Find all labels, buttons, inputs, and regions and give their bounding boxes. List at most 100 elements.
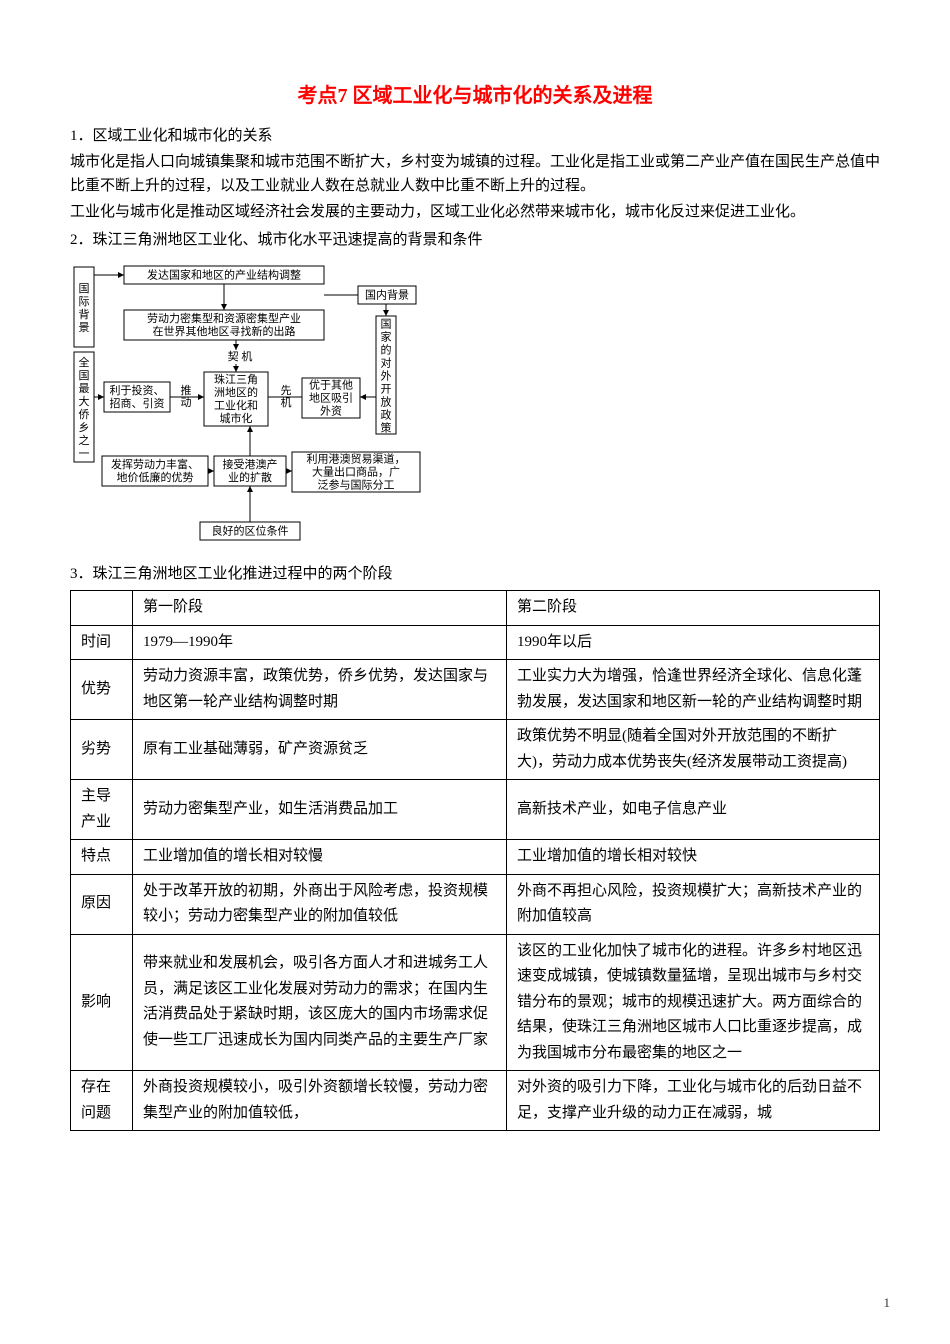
section-1-para-1: 城市化是指人口向城镇集聚和城市范围不断扩大，乡村变为城镇的过程。工业化是指工业或… (70, 150, 880, 198)
svg-text:泛参与国际分工: 泛参与国际分工 (318, 478, 395, 492)
svg-text:大量出口商品，广: 大量出口商品，广 (312, 465, 400, 479)
diagram-node-v_guoji: 国际背景 (74, 267, 94, 347)
table-cell-phase2: 外商不再担心风险，投资规模扩大；高新技术产业的附加值较高 (507, 874, 880, 934)
table-cell-phase1: 1979—1990年 (133, 625, 507, 660)
diagram-node-n_quwei: 良好的区位条件 (200, 522, 300, 540)
svg-text:放: 放 (381, 395, 392, 409)
diagram-node-n_guonei: 国内背景 (358, 286, 416, 304)
table-header-phase1: 第一阶段 (133, 591, 507, 626)
table-rowhead: 优势 (71, 660, 133, 720)
svg-text:劳动力密集型和资源密集型产业: 劳动力密集型和资源密集型产业 (147, 311, 301, 325)
phases-table: 第一阶段第二阶段时间1979—1990年1990年以后优势劳动力资源丰富，政策优… (70, 590, 880, 1131)
table-cell-phase1: 工业增加值的增长相对较慢 (133, 840, 507, 875)
svg-text:际: 际 (79, 295, 90, 308)
diagram-node-n_zhusj: 珠江三角洲地区的工业化和城市化 (204, 372, 268, 426)
diagram-node-n_qiji: 契 机 (228, 349, 253, 363)
diagram-node-n_xianji: 先机 (281, 384, 292, 409)
diagram-node-v_zhengce: 国家的对外开放政策 (376, 316, 396, 435)
svg-text:乡: 乡 (79, 421, 90, 434)
svg-text:工业化和: 工业化和 (214, 398, 258, 412)
diagram-node-n_touzi: 利于投资、招商、引资 (104, 382, 170, 412)
table-header-empty (71, 591, 133, 626)
svg-text:利于投资、: 利于投资、 (110, 383, 165, 397)
svg-text:良好的区位条件: 良好的区位条件 (212, 524, 289, 538)
table-rowhead: 时间 (71, 625, 133, 660)
section-1-para-2: 工业化与城市化是推动区域经济社会发展的主要动力，区域工业化必然带来城市化，城市化… (70, 200, 880, 224)
section-1-heading: 1．区域工业化和城市化的关系 (70, 124, 880, 148)
table-cell-phase1: 劳动力资源丰富，政策优势，侨乡优势，发达国家与地区第一轮产业结构调整时期 (133, 660, 507, 720)
svg-text:利用港澳贸易渠道，: 利用港澳贸易渠道， (307, 452, 406, 466)
svg-text:家: 家 (381, 330, 392, 344)
diagram-node-n_tuidong: 推动 (181, 383, 192, 409)
svg-text:国: 国 (79, 369, 90, 382)
section-3-heading: 3．珠江三角洲地区工业化推进过程中的两个阶段 (70, 562, 880, 586)
table-rowhead: 存在问题 (71, 1071, 133, 1131)
table-rowhead: 影响 (71, 934, 133, 1071)
svg-text:开: 开 (381, 384, 392, 396)
svg-text:地区吸引: 地区吸引 (309, 391, 353, 405)
svg-text:发挥劳动力丰富、: 发挥劳动力丰富、 (111, 457, 199, 471)
svg-text:在世界其他地区寻找新的出路: 在世界其他地区寻找新的出路 (153, 324, 296, 338)
svg-text:外: 外 (381, 370, 392, 383)
diagram-node-n_jieshou: 接受港澳产业的扩散 (214, 456, 286, 486)
page-number: 1 (884, 1293, 891, 1314)
diagram-node-n_youyu: 优于其他地区吸引外资 (302, 378, 360, 418)
table-cell-phase1: 处于改革开放的初期，外商出于风险考虑，投资规模较小；劳动力密集型产业的附加值较低 (133, 874, 507, 934)
table-cell-phase1: 外商投资规模较小，吸引外资额增长较慢，劳动力密集型产业的附加值较低， (133, 1071, 507, 1131)
svg-text:之: 之 (79, 433, 90, 447)
svg-text:珠江三角: 珠江三角 (214, 372, 258, 386)
svg-text:国: 国 (381, 318, 392, 331)
svg-text:策: 策 (381, 421, 392, 435)
table-cell-phase2: 该区的工业化加快了城市化的进程。许多乡村地区迅速变成城镇，使城镇数量猛增，呈现出… (507, 934, 880, 1071)
svg-text:招商、引资: 招商、引资 (110, 396, 165, 410)
svg-text:接受港澳产: 接受港澳产 (223, 457, 278, 471)
table-rowhead: 劣势 (71, 720, 133, 780)
table-cell-phase2: 高新技术产业，如电子信息产业 (507, 780, 880, 840)
diagram-svg: 国际背景全国最大侨乡之一发达国家和地区的产业结构调整劳动力密集型和资源密集型产业… (70, 260, 430, 548)
svg-text:城市化: 城市化 (220, 411, 253, 425)
table-rowhead: 原因 (71, 874, 133, 934)
flow-diagram: 国际背景全国最大侨乡之一发达国家和地区的产业结构调整劳动力密集型和资源密集型产业… (70, 260, 880, 556)
table-rowhead: 特点 (71, 840, 133, 875)
table-cell-phase2: 1990年以后 (507, 625, 880, 660)
svg-text:优于其他: 优于其他 (309, 379, 353, 392)
svg-text:对: 对 (381, 356, 392, 370)
table-cell-phase1: 原有工业基础薄弱，矿产资源贫乏 (133, 720, 507, 780)
svg-text:业的扩散: 业的扩散 (228, 470, 272, 484)
svg-text:先: 先 (281, 384, 292, 397)
svg-text:的: 的 (381, 343, 392, 357)
svg-text:动: 动 (181, 396, 192, 409)
svg-text:侨: 侨 (79, 408, 90, 421)
diagram-node-n_liyong: 利用港澳贸易渠道，大量出口商品，广泛参与国际分工 (292, 452, 420, 493)
svg-text:推: 推 (181, 383, 192, 397)
table-cell-phase2: 对外资的吸引力下降，工业化与城市化的后劲日益不足，支撑产业升级的动力正在减弱，城 (507, 1071, 880, 1131)
svg-text:大: 大 (79, 394, 90, 408)
svg-text:契 机: 契 机 (228, 349, 253, 363)
svg-text:景: 景 (79, 321, 90, 334)
table-rowhead: 主导产业 (71, 780, 133, 840)
svg-text:背: 背 (79, 307, 90, 321)
diagram-node-n_fahui: 发挥劳动力丰富、地价低廉的优势 (102, 456, 208, 486)
table-cell-phase2: 工业增加值的增长相对较快 (507, 840, 880, 875)
svg-text:国: 国 (79, 282, 90, 295)
table-cell-phase2: 工业实力大为增强，恰逢世界经济全球化、信息化蓬勃发展，发达国家和地区新一轮的产业… (507, 660, 880, 720)
table-cell-phase1: 劳动力密集型产业，如生活消费品加工 (133, 780, 507, 840)
svg-text:全: 全 (79, 355, 90, 369)
table-cell-phase1: 带来就业和发展机会，吸引各方面人才和进城务工人员，满足该区工业化发展对劳动力的需… (133, 934, 507, 1071)
svg-text:最: 最 (79, 382, 90, 395)
section-2-heading: 2．珠江三角洲地区工业化、城市化水平迅速提高的背景和条件 (70, 228, 880, 252)
diagram-node-v_qiaoxiang: 全国最大侨乡之一 (74, 352, 94, 462)
svg-text:机: 机 (281, 395, 292, 409)
svg-text:地价低廉的优势: 地价低廉的优势 (117, 470, 194, 484)
svg-text:一: 一 (79, 448, 90, 460)
svg-text:洲地区的: 洲地区的 (214, 385, 258, 399)
table-header-phase2: 第二阶段 (507, 591, 880, 626)
svg-text:国内背景: 国内背景 (365, 288, 409, 302)
diagram-node-n_laoli: 劳动力密集型和资源密集型产业在世界其他地区寻找新的出路 (124, 310, 324, 340)
svg-text:外资: 外资 (320, 405, 342, 418)
svg-text:政: 政 (381, 408, 392, 422)
table-cell-phase2: 政策优势不明显(随着全国对外开放范围的不断扩大)，劳动力成本优势丧失(经济发展带… (507, 720, 880, 780)
page-title: 考点7 区域工业化与城市化的关系及进程 (70, 80, 880, 112)
diagram-node-n_fada: 发达国家和地区的产业结构调整 (124, 266, 324, 284)
svg-text:发达国家和地区的产业结构调整: 发达国家和地区的产业结构调整 (147, 268, 301, 282)
